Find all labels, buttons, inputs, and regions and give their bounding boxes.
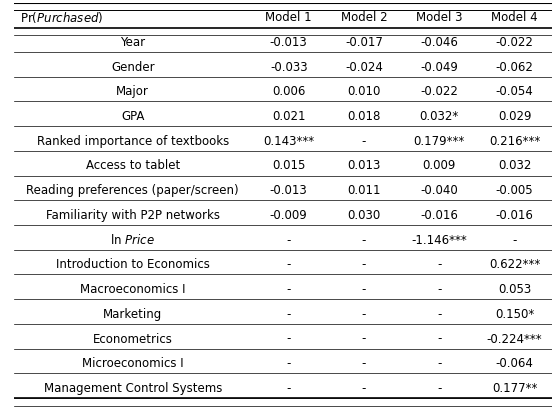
Text: -0.049: -0.049	[420, 60, 458, 74]
Text: -0.022: -0.022	[420, 85, 458, 98]
Text: Major: Major	[117, 85, 149, 98]
Text: 0.015: 0.015	[272, 159, 305, 173]
Text: -: -	[437, 283, 441, 296]
Text: 0.009: 0.009	[422, 159, 456, 173]
Text: -: -	[362, 259, 366, 271]
Text: Model 3: Model 3	[416, 11, 462, 24]
Text: -: -	[362, 382, 366, 395]
Text: -0.033: -0.033	[270, 60, 307, 74]
Text: 0.030: 0.030	[347, 209, 381, 222]
Text: 0.143***: 0.143***	[263, 135, 314, 148]
Text: Gender: Gender	[111, 60, 155, 74]
Text: 0.021: 0.021	[272, 110, 305, 123]
Text: -: -	[286, 332, 291, 346]
Text: -: -	[362, 283, 366, 296]
Text: -: -	[286, 357, 291, 370]
Text: 0.010: 0.010	[347, 85, 381, 98]
Text: -0.022: -0.022	[496, 36, 533, 49]
Text: Ranked importance of textbooks: Ranked importance of textbooks	[37, 135, 229, 148]
Text: 0.013: 0.013	[347, 159, 381, 173]
Text: GPA: GPA	[121, 110, 144, 123]
Text: -1.146***: -1.146***	[411, 233, 467, 247]
Text: -: -	[437, 259, 441, 271]
Text: -0.017: -0.017	[345, 36, 383, 49]
Text: 0.032: 0.032	[498, 159, 531, 173]
Text: 0.006: 0.006	[272, 85, 305, 98]
Text: 0.216***: 0.216***	[489, 135, 540, 148]
Text: -0.064: -0.064	[496, 357, 533, 370]
Text: 0.029: 0.029	[498, 110, 531, 123]
Text: -: -	[286, 308, 291, 321]
Text: Reading preferences (paper/screen): Reading preferences (paper/screen)	[27, 184, 239, 197]
Text: 0.177**: 0.177**	[492, 382, 537, 395]
Text: -: -	[362, 332, 366, 346]
Text: -: -	[286, 233, 291, 247]
Text: Introduction to Economics: Introduction to Economics	[56, 259, 210, 271]
Text: -0.062: -0.062	[496, 60, 533, 74]
Text: 0.622***: 0.622***	[489, 259, 540, 271]
Text: Macroeconomics I: Macroeconomics I	[80, 283, 185, 296]
Text: -: -	[286, 283, 291, 296]
Text: Model 2: Model 2	[341, 11, 387, 24]
Text: Access to tablet: Access to tablet	[85, 159, 180, 173]
Text: -0.224***: -0.224***	[487, 332, 542, 346]
Text: -0.016: -0.016	[420, 209, 458, 222]
Text: -0.040: -0.040	[421, 184, 458, 197]
Text: -: -	[512, 233, 517, 247]
Text: Year: Year	[120, 36, 145, 49]
Text: -0.016: -0.016	[496, 209, 533, 222]
Text: -: -	[437, 382, 441, 395]
Text: Marketing: Marketing	[103, 308, 163, 321]
Text: Management Control Systems: Management Control Systems	[44, 382, 222, 395]
Text: 0.053: 0.053	[498, 283, 531, 296]
Text: Familiarity with P2P networks: Familiarity with P2P networks	[46, 209, 220, 222]
Text: -: -	[362, 135, 366, 148]
Text: -0.024: -0.024	[345, 60, 383, 74]
Text: -: -	[286, 382, 291, 395]
Text: 0.150*: 0.150*	[495, 308, 534, 321]
Text: -0.013: -0.013	[270, 184, 307, 197]
Text: Econometrics: Econometrics	[93, 332, 173, 346]
Text: -0.013: -0.013	[270, 36, 307, 49]
Text: -: -	[286, 259, 291, 271]
Text: -: -	[362, 233, 366, 247]
Text: -: -	[437, 308, 441, 321]
Text: -0.009: -0.009	[270, 209, 307, 222]
Text: -: -	[362, 357, 366, 370]
Text: 0.032*: 0.032*	[420, 110, 459, 123]
Text: -0.054: -0.054	[496, 85, 533, 98]
Text: -0.046: -0.046	[420, 36, 458, 49]
Text: Model 1: Model 1	[265, 11, 312, 24]
Text: Model 4: Model 4	[491, 11, 538, 24]
Text: ln $\mathit{Price}$: ln $\mathit{Price}$	[110, 233, 155, 247]
Text: Microeconomics I: Microeconomics I	[82, 357, 184, 370]
Text: -: -	[437, 332, 441, 346]
Text: 0.018: 0.018	[347, 110, 381, 123]
Text: 0.179***: 0.179***	[413, 135, 465, 148]
Text: -0.005: -0.005	[496, 184, 533, 197]
Text: 0.011: 0.011	[347, 184, 381, 197]
Text: -: -	[437, 357, 441, 370]
Text: Pr($\mathit{Purchased}$): Pr($\mathit{Purchased}$)	[20, 10, 103, 25]
Text: -: -	[362, 308, 366, 321]
